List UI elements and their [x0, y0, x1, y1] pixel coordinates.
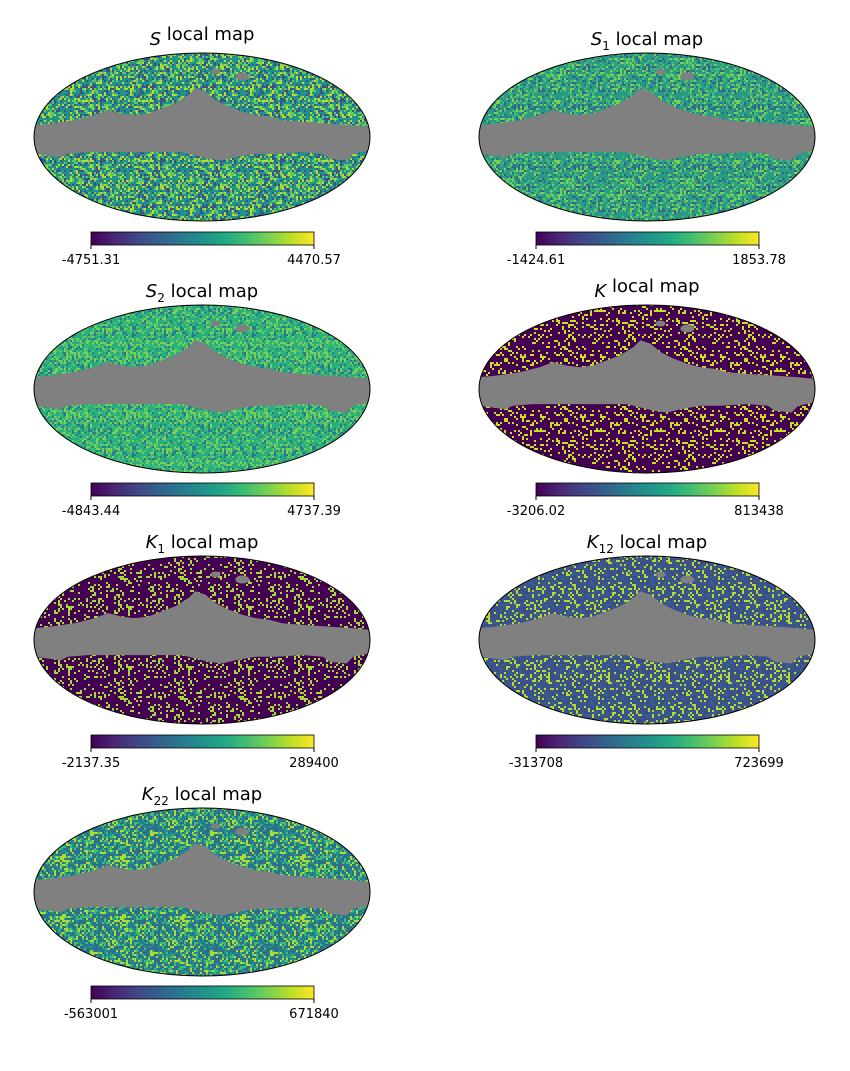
masked-hole — [200, 850, 211, 857]
masked-hole — [200, 95, 211, 102]
sky-map — [34, 556, 370, 724]
masked-hole — [655, 320, 666, 327]
masked-hole — [645, 598, 656, 605]
mollweide-outline — [478, 555, 816, 725]
colorbar-min-label: -313708 — [509, 756, 563, 771]
colorbar-min-label: -2137.35 — [62, 756, 120, 771]
panel-k-map: K local map -3206.02 813438 — [478, 276, 816, 519]
colorbar — [535, 231, 760, 246]
sky-map — [479, 556, 815, 724]
colorbar-max-label: 289400 — [289, 756, 339, 771]
colorbar-min-label: -4751.31 — [62, 253, 120, 268]
masked-hole — [680, 575, 695, 584]
mollweide-outline — [478, 52, 816, 222]
sky-map — [34, 53, 370, 221]
colorbar — [90, 231, 315, 246]
colorbar-max-label: 671840 — [289, 1007, 339, 1022]
masked-hole — [200, 347, 211, 354]
masked-hole — [235, 324, 250, 333]
masked-hole — [680, 72, 695, 81]
sky-map — [479, 305, 815, 473]
mollweide-outline — [33, 555, 371, 725]
panel-title: K12 local map — [587, 532, 707, 556]
panel-k22-map: K22 local map -563001 671840 — [33, 784, 371, 1022]
galactic-mask — [479, 340, 815, 413]
masked-hole — [655, 68, 666, 75]
colorbar-min-label: -3206.02 — [507, 504, 565, 519]
colorbar-min-label: -4843.44 — [62, 504, 120, 519]
panel-title: K local map — [594, 276, 699, 302]
panel-title: K22 local map — [142, 784, 262, 808]
mollweide-outline — [33, 52, 371, 222]
colorbar — [90, 734, 315, 749]
colorbar-min-label: -563001 — [64, 1007, 118, 1022]
colorbar-max-label: 4737.39 — [287, 504, 341, 519]
colorbar-max-label: 1853.78 — [732, 253, 786, 268]
panel-title: S local map — [150, 24, 255, 50]
mollweide-outline — [33, 807, 371, 977]
masked-hole — [235, 827, 250, 836]
masked-hole — [235, 575, 250, 584]
sky-map — [34, 808, 370, 976]
colorbar — [535, 482, 760, 497]
galactic-mask — [479, 591, 815, 664]
mollweide-outline — [478, 304, 816, 474]
masked-hole — [645, 347, 656, 354]
colorbar — [90, 985, 315, 1000]
panel-title: K1 local map — [146, 532, 259, 556]
panel-k12-map: K12 local map -313708 723699 — [478, 532, 816, 771]
colorbar — [535, 734, 760, 749]
masked-hole — [210, 571, 221, 578]
masked-hole — [210, 68, 221, 75]
masked-hole — [210, 823, 221, 830]
galactic-mask — [34, 340, 370, 413]
galactic-mask — [479, 88, 815, 161]
mollweide-outline — [33, 304, 371, 474]
masked-hole — [680, 324, 695, 333]
galactic-mask — [34, 88, 370, 161]
panel-s-map: S local map -4751.31 4470.57 — [33, 24, 371, 268]
galactic-mask — [34, 591, 370, 664]
panel-s1-map: S1 local map -1424.61 1853.78 — [478, 29, 816, 268]
masked-hole — [645, 95, 656, 102]
colorbar-min-label: -1424.61 — [507, 253, 565, 268]
colorbar-max-label: 4470.57 — [287, 253, 341, 268]
masked-hole — [200, 598, 211, 605]
panel-title: S2 local map — [146, 281, 258, 305]
masked-hole — [210, 320, 221, 327]
colorbar — [90, 482, 315, 497]
panel-title: S1 local map — [591, 29, 703, 53]
sky-map — [479, 53, 815, 221]
masked-hole — [235, 72, 250, 81]
galactic-mask — [34, 843, 370, 916]
colorbar-max-label: 813438 — [734, 504, 784, 519]
panel-s2-map: S2 local map -4843.44 4737.39 — [33, 281, 371, 519]
sky-map — [34, 305, 370, 473]
masked-hole — [655, 571, 666, 578]
panel-k1-map: K1 local map -2137.35 289400 — [33, 532, 371, 771]
colorbar-max-label: 723699 — [734, 756, 784, 771]
